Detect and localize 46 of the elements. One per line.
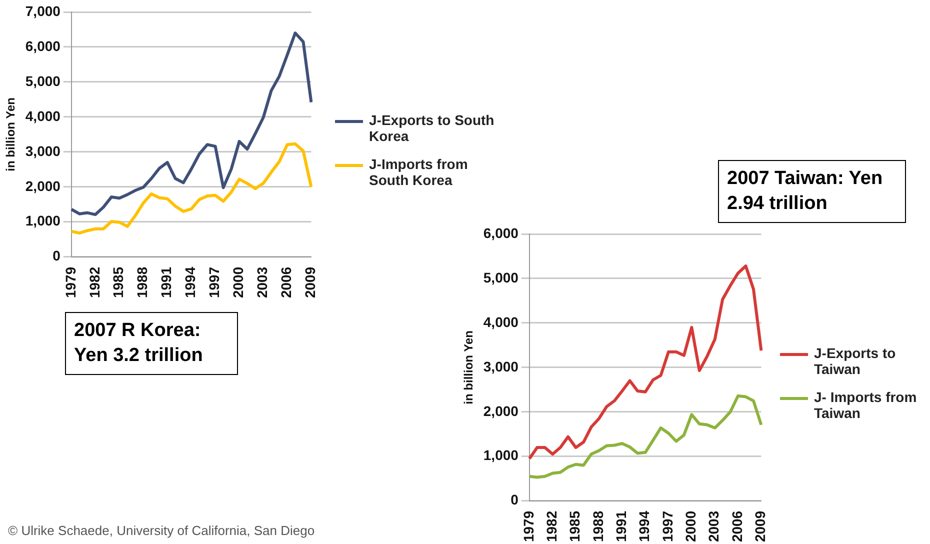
y-tick-label: 6,000 [483,224,519,241]
y-tick-label: 1,000 [25,212,61,229]
x-tick-label: 1979 [520,510,536,542]
x-tick-label: 1985 [110,266,126,298]
x-tick-label: 1997 [659,510,676,542]
x-tick-label: 1988 [590,510,606,542]
legend-label: J- Imports from Taiwan [814,389,918,421]
y-tick-label: 2,000 [25,178,61,194]
y-tick-label: 2,000 [483,402,519,419]
y-tick-label: 5,000 [25,72,61,89]
y-tick-label: 7,000 [25,2,61,19]
x-tick-label: 1994 [182,266,198,298]
x-tick-label: 1979 [62,266,78,298]
y-tick-label: 0 [510,492,519,508]
x-tick-label: 1988 [134,266,150,298]
x-tick-label: 1991 [613,510,629,542]
y-tick-label: 5,000 [483,269,519,286]
legend-label: J-Exports to Taiwan [814,345,897,377]
y-tick-label: 4,000 [483,314,519,330]
legend-label: J-Imports from South Korea [369,156,469,188]
text: © Ulrike Schaede, University of California, San Diego [8,523,315,538]
text: 2007 Taiwan: Yen 2.94 trillion [718,160,906,224]
x-tick-label: 2006 [728,510,745,542]
y-tick-label: 3,000 [25,142,61,159]
x-tick-label: 1982 [86,266,102,298]
y-tick-label: 1,000 [483,447,519,464]
x-tick-label: 2006 [278,266,294,298]
y-tick-label: 3,000 [483,358,519,374]
x-tick-label: 2003 [706,510,722,542]
x-tick-label: 2009 [752,510,768,542]
text: 2007 R Korea: Yen 3.2 trillion [65,312,238,376]
x-tick-label: 2009 [302,266,318,298]
x-tick-label: 1991 [158,266,174,298]
y-axis-title: in billion Yen [4,98,18,172]
y-tick-label: 6,000 [25,38,61,54]
x-tick-label: 1982 [543,510,560,542]
x-tick-label: 2003 [254,266,270,298]
x-tick-label: 2000 [682,510,699,542]
x-tick-label: 1985 [566,510,583,542]
legend-label: J-Exports to South Korea [369,112,496,144]
x-tick-label: 1994 [636,510,652,542]
y-axis-title: in billion Yen [462,330,476,404]
y-tick-label: 0 [52,248,61,264]
x-tick-label: 2000 [230,266,246,298]
y-tick-label: 4,000 [25,108,61,124]
x-tick-label: 1997 [206,266,222,298]
